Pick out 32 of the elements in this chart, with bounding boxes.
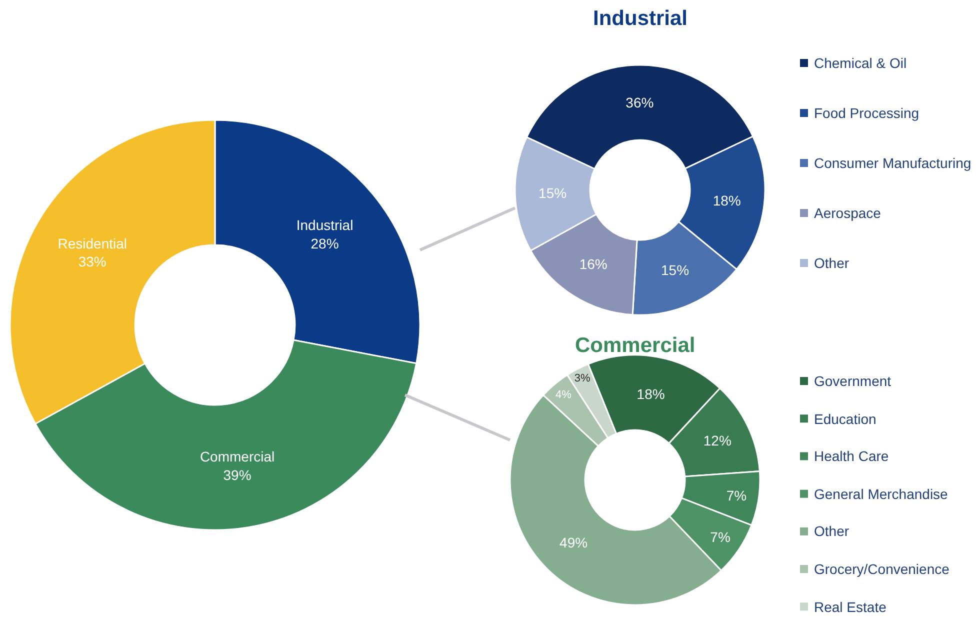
legend-label: Chemical & Oil (814, 55, 907, 71)
data-label: 3% (574, 372, 590, 385)
legend-label: Consumer Manufacturing (814, 155, 972, 171)
legend-label: Other (814, 523, 850, 539)
legend-label: General Merchandise (814, 486, 948, 502)
data-label: 36% (626, 94, 654, 110)
legend-label: Food Processing (814, 105, 920, 121)
chart-title: Industrial (593, 7, 688, 30)
data-label: 39% (223, 466, 252, 483)
slice-label: Residential (58, 235, 127, 252)
legend-label: Government (814, 373, 892, 389)
data-label: 7% (710, 529, 730, 546)
data-label: 28% (310, 235, 339, 252)
data-label: 4% (556, 388, 572, 401)
legend-label: Real Estate (814, 599, 887, 615)
data-label: 33% (78, 254, 106, 270)
legend-label: Education (814, 411, 876, 427)
chart-title: Commercial (575, 334, 696, 357)
slice-label: Commercial (200, 448, 275, 465)
data-label: 16% (579, 256, 608, 272)
slice-label: Industrial (296, 217, 354, 234)
data-label: 12% (703, 432, 732, 449)
legend-label: Grocery/Convenience (814, 561, 950, 577)
data-label: 18% (636, 386, 665, 402)
data-label: 18% (712, 192, 741, 209)
data-label: 7% (726, 487, 747, 504)
data-label: 49% (560, 534, 588, 550)
data-label: 15% (538, 185, 567, 202)
legend-label: Other (814, 255, 850, 271)
data-label: 15% (661, 262, 690, 278)
legend-label: Health Care (814, 448, 889, 464)
legend-label: Aerospace (814, 205, 882, 221)
